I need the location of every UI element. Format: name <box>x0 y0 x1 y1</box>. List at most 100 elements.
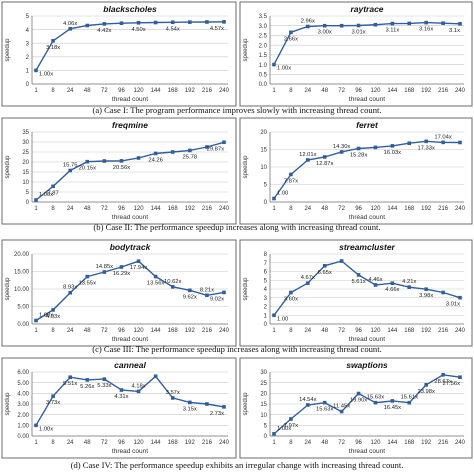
x-tick-label: 240 <box>219 440 230 446</box>
y-tick-label: 15 <box>260 148 267 154</box>
data-point <box>136 389 141 394</box>
data-point <box>407 21 412 26</box>
x-tick-label: 96 <box>118 88 125 94</box>
x-tick-label: 240 <box>455 206 466 212</box>
data-point <box>356 273 361 277</box>
data-point <box>306 281 310 285</box>
data-point <box>170 396 175 400</box>
data-label: 29.87x <box>207 146 225 152</box>
data-label: 14.85x <box>96 264 114 270</box>
data-label: 17.04x <box>434 134 452 140</box>
data-label: 3.57x <box>166 390 180 396</box>
y-tick-label: 4 <box>26 28 30 34</box>
data-label: 3.18x <box>46 45 60 51</box>
y-tick-label: 20 <box>22 160 29 166</box>
y-tick-label: 30 <box>260 370 267 376</box>
data-point <box>188 20 192 24</box>
data-point <box>390 281 395 286</box>
series-line <box>273 21 461 65</box>
chart-frame <box>239 1 473 107</box>
y-tick-label: 0.5 <box>259 72 268 78</box>
x-axis-title: thread count <box>349 448 385 455</box>
data-point <box>85 23 90 28</box>
y-tick-label: 3 <box>26 41 30 47</box>
y-tick-label: 1.00 <box>17 424 29 430</box>
data-label: 15.75 <box>63 163 78 169</box>
y-tick-label: 2 <box>264 305 268 311</box>
data-point <box>188 288 192 293</box>
y-tick-label: 3 <box>264 296 268 302</box>
x-tick-label: 120 <box>370 88 381 94</box>
chart-freqmine: 0 5 10 15 20 25 30 35 1 8 24 48 72 96 120 144 168 192 216 2… <box>1 117 237 225</box>
chart-title: ferret <box>356 120 379 130</box>
data-point <box>390 144 395 148</box>
y-tick-label: 0 <box>26 82 30 88</box>
x-tick-label: 216 <box>438 440 449 446</box>
data-label: 14.54x <box>299 397 317 403</box>
data-point <box>356 391 361 396</box>
data-label: 2.66x <box>284 36 298 42</box>
data-point <box>205 20 209 24</box>
data-point <box>205 402 209 406</box>
data-point <box>222 20 226 24</box>
x-tick-label: 8 <box>289 206 293 212</box>
data-label: 1.00 <box>277 316 288 322</box>
data-label: 4.57x <box>210 26 224 32</box>
data-point <box>34 423 38 428</box>
data-label: 4.06x <box>63 21 77 27</box>
data-point <box>322 400 327 405</box>
chart-title: blackscholes <box>103 4 157 14</box>
y-tick-label: 3.00 <box>17 402 29 408</box>
data-point <box>390 399 395 403</box>
data-label: 17.94x <box>130 265 148 271</box>
x-tick-label: 96 <box>355 440 362 446</box>
data-label: 16.03x <box>384 150 402 156</box>
data-label: 13.56x <box>147 281 165 287</box>
y-tick-label: 2 <box>26 55 30 61</box>
x-tick-label: 240 <box>455 440 466 446</box>
data-point <box>407 400 412 405</box>
data-point <box>68 290 72 295</box>
x-tick-label: 48 <box>84 206 91 212</box>
data-point <box>424 139 428 144</box>
data-label: 5.26x <box>80 384 94 390</box>
x-tick-label: 120 <box>370 440 381 446</box>
y-axis-title: speedup <box>243 155 249 179</box>
x-tick-label: 120 <box>134 440 145 446</box>
data-label: 16.45x <box>384 405 402 411</box>
data-point <box>102 270 107 274</box>
data-label: 10.62x <box>164 279 182 285</box>
x-tick-label: 168 <box>168 88 179 94</box>
data-point <box>272 62 276 67</box>
chart-title: swaptions <box>346 360 388 370</box>
y-tick-label: 0 <box>264 434 268 440</box>
data-point <box>356 146 361 151</box>
data-point <box>272 313 276 318</box>
data-point <box>119 265 124 269</box>
x-tick-label: 216 <box>202 440 213 446</box>
data-label: 4.46x <box>368 277 382 283</box>
data-label: 17.33x <box>417 145 435 151</box>
y-tick-label: 4 <box>264 287 268 293</box>
data-point <box>136 21 141 25</box>
data-point <box>322 264 327 268</box>
x-tick-label: 24 <box>304 328 311 334</box>
y-tick-label: 5 <box>264 278 268 284</box>
y-tick-label: 0 <box>26 200 30 206</box>
data-label: 9.02x <box>210 296 224 302</box>
y-tick-label: 2.5 <box>259 34 268 40</box>
y-tick-label: 3.0 <box>259 24 268 30</box>
data-label: 4.03x <box>46 314 60 320</box>
x-axis-title: thread count <box>112 96 148 103</box>
data-point <box>441 373 445 377</box>
y-tick-label: 5 <box>26 190 30 196</box>
series-line <box>273 374 461 435</box>
x-tick-label: 240 <box>455 328 466 334</box>
data-point <box>407 141 412 145</box>
data-point <box>373 22 378 27</box>
series-line <box>35 260 225 322</box>
x-tick-label: 8 <box>51 88 55 94</box>
data-label: 24.26 <box>148 157 163 163</box>
x-tick-label: 144 <box>151 88 162 94</box>
data-label: 3.01x <box>351 30 365 36</box>
